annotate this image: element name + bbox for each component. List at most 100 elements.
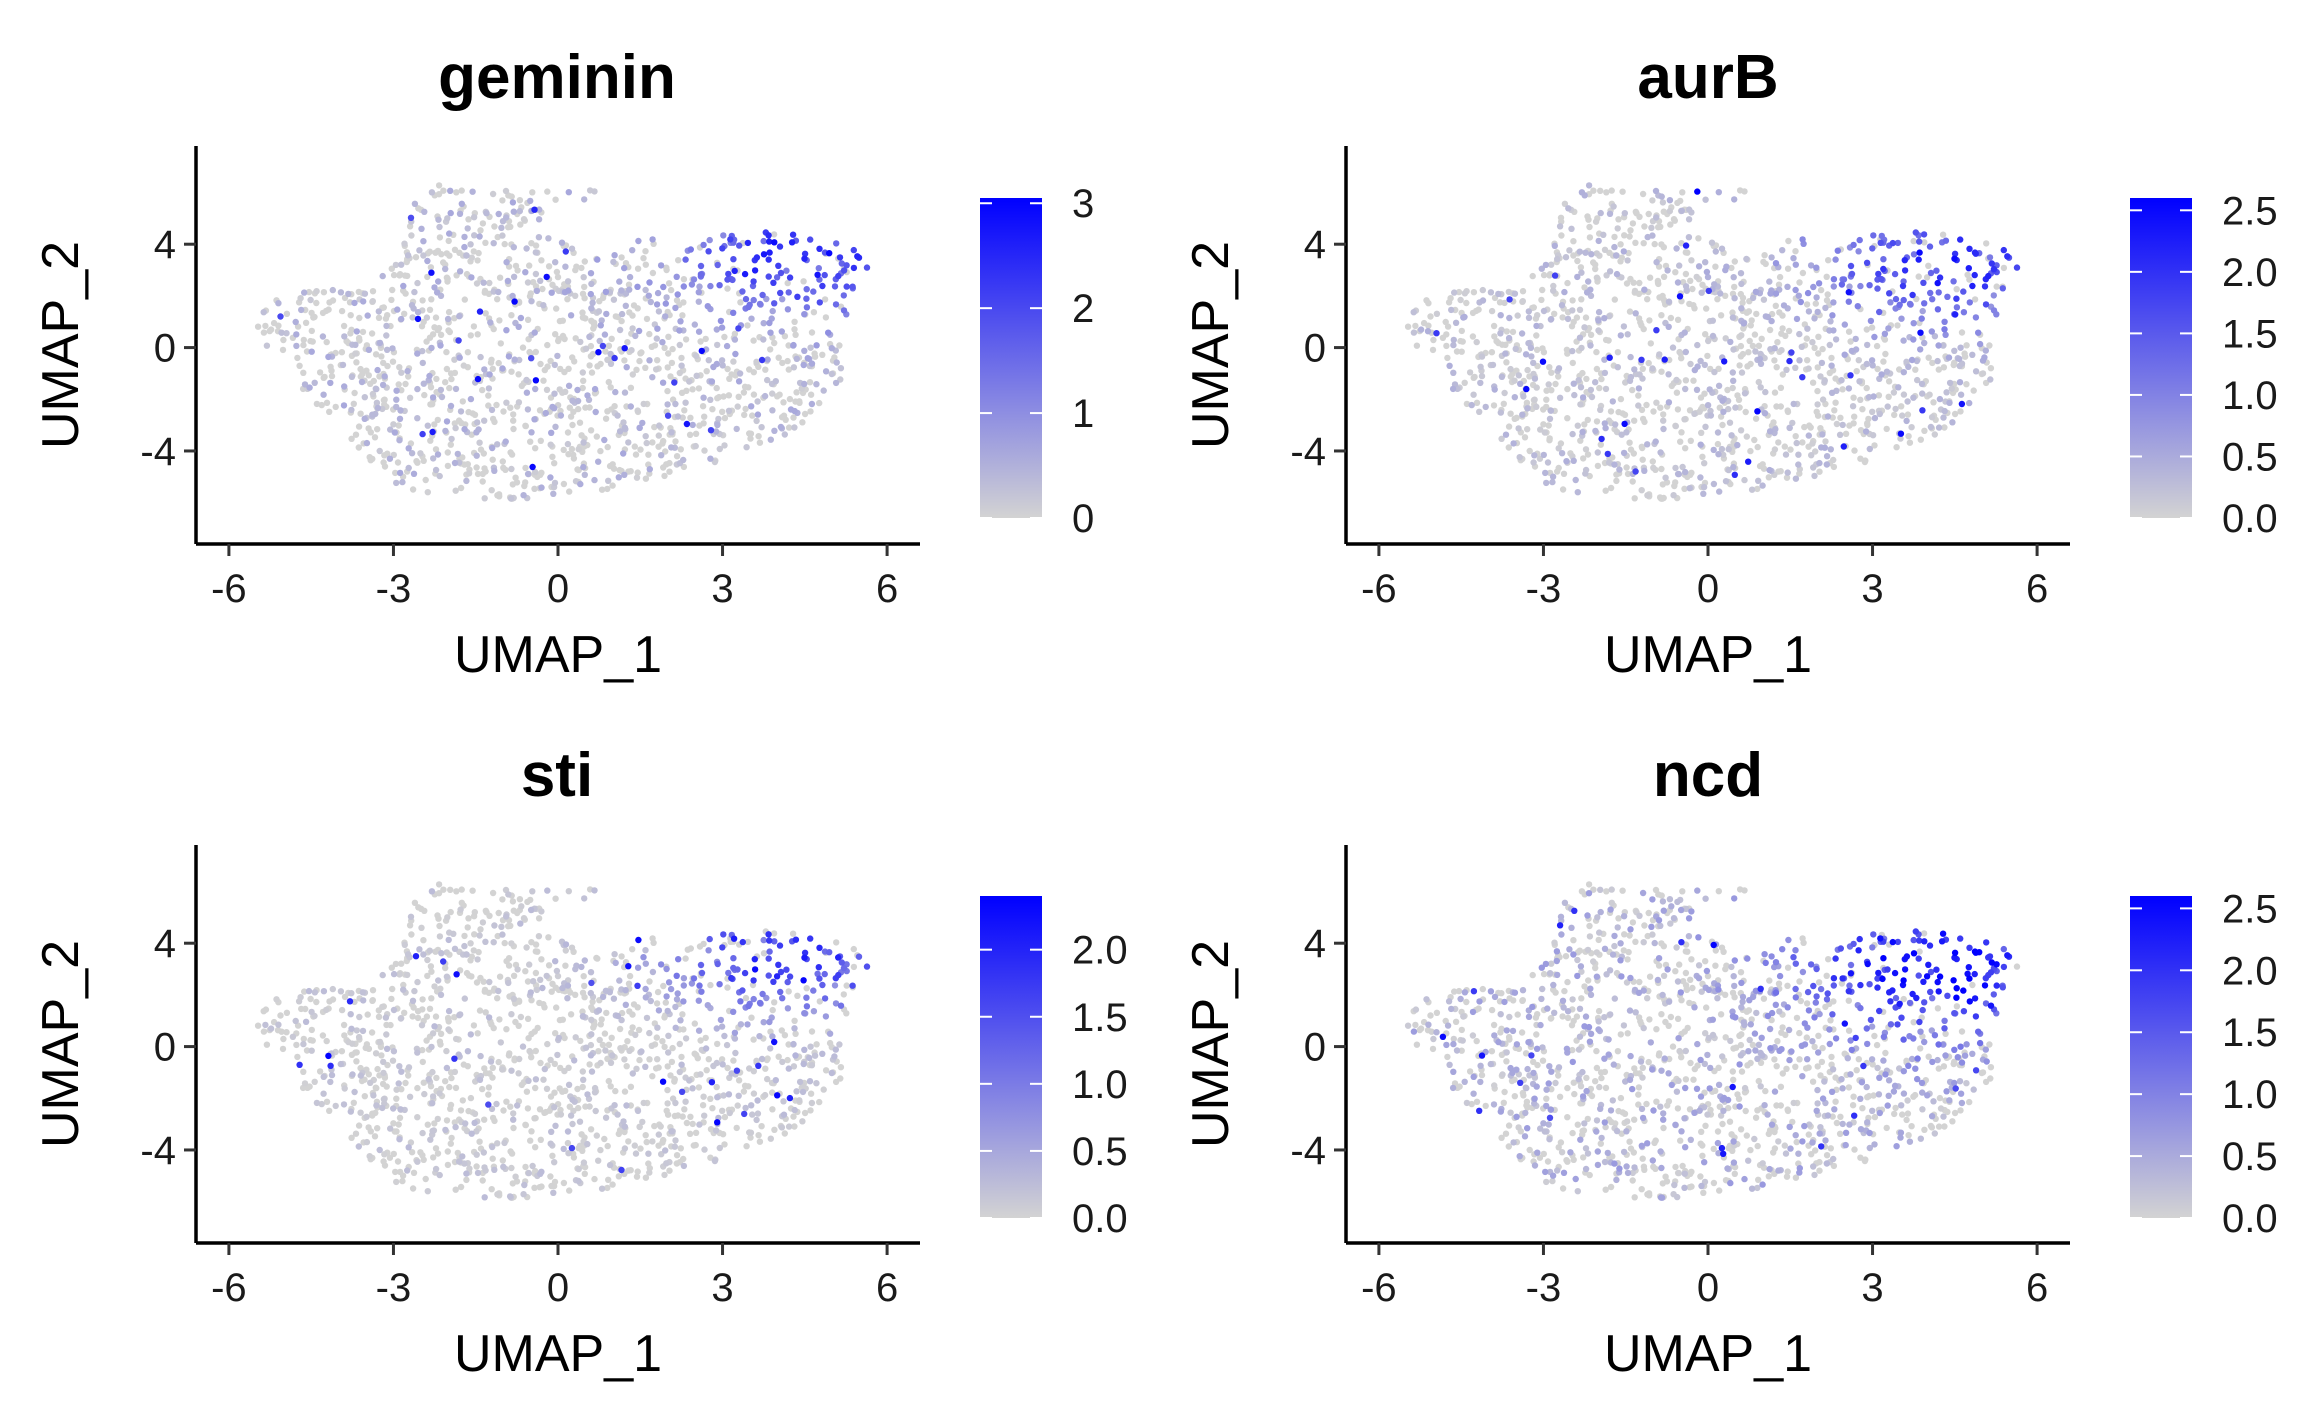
cell-point: [427, 264, 435, 271]
cell-point: [588, 280, 595, 288]
cell-point: [707, 1095, 714, 1103]
cell-point: [352, 431, 360, 438]
cell-point: [1624, 257, 1631, 264]
cell-point: [725, 270, 732, 278]
cell-point: [776, 942, 784, 949]
cell-point: [552, 196, 559, 203]
cell-point: [1468, 401, 1475, 409]
cell-point: [604, 443, 611, 451]
cell-point: [1651, 240, 1658, 248]
cell-point: [673, 972, 680, 979]
cell-point: [1595, 1007, 1603, 1015]
cell-point: [1913, 357, 1921, 365]
cell-point: [850, 945, 857, 953]
cell-point: [365, 1124, 372, 1131]
cell-point: [621, 1123, 628, 1130]
legend-label: 3: [1072, 182, 1094, 226]
cell-point: [634, 1168, 641, 1175]
cell-point: [1795, 461, 1802, 468]
cell-point: [1885, 393, 1892, 400]
cell-point: [437, 386, 445, 394]
cell-point: [1533, 332, 1540, 339]
cell-point: [510, 1116, 517, 1123]
cell-point: [799, 1088, 807, 1096]
cell-point: [1958, 400, 1966, 408]
cell-point: [667, 985, 675, 993]
cell-point: [659, 1038, 666, 1045]
cell-point: [1606, 268, 1614, 275]
cell-point: [759, 291, 766, 299]
cell-point: [1963, 342, 1970, 349]
cell-point: [532, 445, 539, 452]
cell-point: [587, 270, 595, 277]
cell-point: [528, 298, 535, 305]
cell-point: [1600, 231, 1607, 238]
cell-point: [750, 369, 757, 376]
cell-point: [533, 287, 541, 295]
cell-point: [437, 985, 444, 992]
cell-point: [621, 1056, 628, 1063]
cell-point: [1665, 323, 1672, 330]
cell-point: [1760, 995, 1768, 1002]
cell-point: [1682, 468, 1689, 476]
cell-point: [1687, 360, 1694, 368]
cell-point: [459, 1097, 466, 1104]
cell-point: [777, 269, 785, 277]
cell-point: [390, 1105, 397, 1112]
cell-point: [447, 209, 454, 217]
cell-point: [672, 1137, 679, 1144]
cell-point: [667, 373, 674, 380]
cell-point: [479, 220, 487, 227]
cell-point: [1545, 422, 1552, 429]
cell-point: [770, 930, 778, 937]
cell-point: [525, 1077, 532, 1085]
cell-point: [737, 299, 744, 306]
cell-point: [1871, 442, 1878, 449]
cell-point: [1501, 389, 1508, 397]
cell-point: [383, 346, 391, 353]
cell-point: [348, 1134, 355, 1142]
cell-point: [433, 375, 440, 383]
cell-point: [1744, 363, 1751, 370]
cell-point: [1660, 208, 1668, 215]
cell-point: [652, 1065, 660, 1072]
cell-point: [1641, 286, 1648, 293]
cell-point: [777, 423, 785, 431]
cell-point: [418, 225, 425, 232]
cell-point: [564, 440, 572, 448]
cell-point: [327, 1078, 334, 1086]
cell-point: [679, 1011, 686, 1018]
cell-point: [309, 338, 316, 345]
cell-point: [1796, 330, 1803, 338]
cell-point: [1555, 464, 1562, 472]
cell-point: [579, 1068, 586, 1075]
cell-point: [761, 1091, 769, 1099]
cell-point: [1463, 299, 1470, 307]
cell-point: [618, 953, 625, 960]
cell-point: [495, 909, 502, 917]
cell-point: [379, 1104, 386, 1112]
cell-point: [1880, 256, 1887, 263]
cell-point: [348, 435, 355, 442]
cell-point: [1577, 437, 1584, 444]
cell-point: [659, 1078, 667, 1085]
cell-point: [554, 352, 561, 360]
cell-point: [381, 1162, 389, 1169]
cell-point: [487, 1058, 495, 1065]
cell-point: [1564, 1158, 1571, 1165]
cell-point: [436, 223, 443, 231]
panel-title: aurB: [1637, 43, 1778, 112]
cell-point: [471, 232, 478, 239]
cell-point: [356, 314, 363, 322]
cell-point: [588, 317, 595, 324]
cell-point: [730, 256, 737, 263]
cell-point: [731, 267, 738, 275]
cell-point: [374, 426, 381, 433]
cell-point: [1690, 377, 1697, 384]
x-tick-label: -6: [211, 1266, 247, 1310]
cell-point: [632, 451, 640, 458]
cell-point: [1669, 344, 1677, 351]
cell-point: [1681, 485, 1688, 492]
cell-point: [1673, 389, 1681, 396]
cell-point: [375, 1013, 383, 1020]
